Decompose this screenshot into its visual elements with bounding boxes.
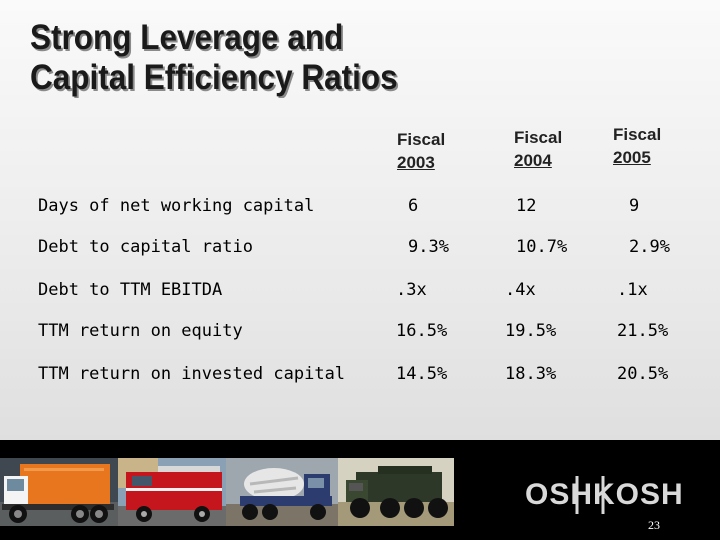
row-label-ttm-return-on-equity: TTM return on equity (38, 321, 243, 341)
column-header-label: Fiscal (613, 125, 662, 144)
column-header-fiscal-2005: Fiscal 2005 (613, 123, 720, 169)
table-cell: 20.5% (617, 364, 669, 384)
table-cell: 12 (516, 196, 537, 216)
military-truck-photo (338, 458, 454, 526)
cement-mixer-photo (226, 458, 338, 526)
table-cell: 21.5% (617, 321, 669, 341)
table-cell: 10.7% (516, 237, 568, 257)
column-header-year: 2005 (613, 148, 651, 167)
page-number: 23 (648, 518, 660, 532)
row-label-debt-to-ttm-ebitda: Debt to TTM EBITDA (38, 280, 223, 300)
table-cell: 9 (629, 196, 640, 216)
column-header-label: Fiscal (514, 128, 563, 147)
table-cell: 9.3% (408, 237, 449, 257)
row-label-debt-to-capital-ratio: Debt to capital ratio (38, 237, 253, 257)
title-line-1: Strong Leverage and (30, 18, 344, 57)
row-label-ttm-return-on-invested-capital: TTM return on invested capital (38, 364, 346, 384)
row-label-days-net-working-capital: Days of net working capital (38, 196, 315, 216)
oshkosh-logo: OSHKOSH (525, 476, 684, 514)
table-cell: 18.3% (505, 364, 557, 384)
table-cell: 19.5% (505, 321, 557, 341)
column-header-label: Fiscal (397, 130, 446, 149)
table-cell: .4x (505, 280, 536, 300)
table-cell: .1x (617, 280, 648, 300)
table-cell: .3x (396, 280, 427, 300)
table-cell: 14.5% (396, 364, 448, 384)
column-header-fiscal-2003: Fiscal 2003 (397, 128, 507, 174)
column-header-year: 2003 (397, 153, 435, 172)
table-cell: 16.5% (396, 321, 448, 341)
column-header-fiscal-2004: Fiscal 2004 (514, 126, 624, 172)
table-cell: 6 (408, 196, 419, 216)
table-cell: 2.9% (629, 237, 670, 257)
slide-title: Strong Leverage and Capital Efficiency R… (30, 18, 398, 98)
title-line-2: Capital Efficiency Ratios (30, 58, 398, 97)
logo-wordmark: OSHKOSH (525, 478, 684, 511)
column-header-year: 2004 (514, 151, 552, 170)
fire-truck-photo (118, 458, 226, 526)
garbage-truck-photo (0, 458, 118, 526)
